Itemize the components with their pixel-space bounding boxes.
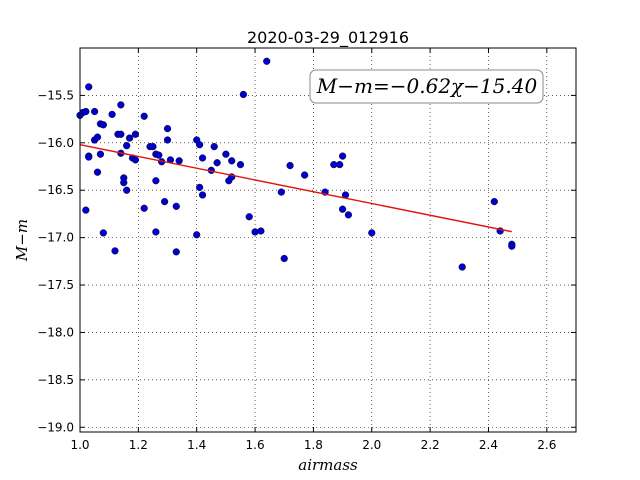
data-point: [131, 130, 140, 138]
data-point: [198, 191, 207, 199]
data-point: [175, 157, 183, 165]
x-axis-label: airmass: [298, 456, 358, 474]
data-point: [257, 227, 265, 235]
data-point: [239, 90, 247, 99]
x-tick-label: 2.4: [479, 438, 498, 452]
x-tick-label: 1.2: [129, 438, 148, 452]
y-axis-label: M−m: [13, 219, 31, 262]
data-point: [99, 121, 107, 129]
data-point: [277, 188, 285, 196]
data-point: [117, 101, 125, 109]
data-point: [93, 133, 102, 141]
data-point: [131, 156, 140, 164]
data-point: [228, 157, 236, 165]
data-point: [90, 107, 99, 116]
axis-ticks: 1.0 1.2 1.4 1.6 1.8 2.0 2.2 2.4 2.6 −15.5 −16.0 −16…: [37, 48, 576, 452]
data-point: [108, 110, 116, 118]
data-point: [111, 247, 119, 255]
data-point: [196, 183, 204, 191]
x-tick-label: 2.0: [362, 438, 381, 452]
y-tick-label: −15.5: [37, 88, 74, 102]
data-point: [149, 143, 157, 151]
data-point: [85, 83, 93, 91]
x-tick-label: 2.6: [537, 438, 556, 452]
data-point: [286, 161, 294, 170]
data-point: [490, 198, 498, 206]
data-point: [301, 171, 309, 179]
data-point: [280, 254, 288, 263]
data-point: [210, 143, 218, 151]
data-point: [140, 204, 148, 212]
data-point: [198, 154, 207, 162]
fit-annotation: M−m=−0.62χ−15.40: [309, 69, 544, 104]
x-tick-label: 1.8: [304, 438, 323, 452]
data-point: [82, 107, 90, 116]
data-point: [213, 159, 221, 167]
data-point: [338, 205, 347, 213]
data-point: [368, 229, 376, 237]
data-point: [155, 151, 163, 159]
y-tick-label: −16.5: [37, 183, 74, 197]
grid-lines: [80, 48, 576, 432]
data-point: [161, 198, 169, 206]
data-point: [263, 57, 271, 65]
data-point: [245, 213, 253, 221]
data-point: [120, 179, 128, 187]
data-point: [85, 153, 93, 161]
y-tick-label: −17.0: [37, 231, 74, 245]
data-marks: [76, 57, 516, 271]
chart-title: 2020-03-29_012916: [247, 28, 409, 48]
data-point: [508, 242, 516, 250]
data-point: [99, 229, 107, 237]
data-point: [196, 141, 204, 149]
data-point: [123, 142, 131, 150]
fit-equation: M−m=−0.62χ−15.40: [316, 74, 538, 98]
data-point: [193, 231, 201, 239]
data-point: [172, 202, 180, 210]
data-point: [140, 112, 148, 120]
data-point: [458, 263, 466, 271]
data-point: [117, 130, 125, 138]
y-tick-label: −17.5: [37, 278, 74, 292]
x-tick-label: 1.4: [187, 438, 206, 452]
x-tick-label: 1.0: [70, 438, 89, 452]
data-point: [336, 161, 344, 169]
data-point: [222, 150, 230, 158]
data-point: [344, 211, 353, 219]
data-point: [82, 206, 90, 214]
y-tick-label: −16.0: [37, 136, 74, 150]
y-tick-label: −19.0: [37, 420, 74, 434]
data-point: [123, 186, 131, 194]
annotation-box: [309, 69, 544, 104]
plot-frame: [79, 47, 577, 433]
data-point: [152, 228, 160, 236]
data-point: [163, 136, 172, 144]
data-point: [126, 134, 134, 142]
data-point: [93, 168, 102, 176]
x-tick-label: 1.6: [246, 438, 265, 452]
y-tick-label: −18.0: [37, 325, 74, 339]
data-point: [236, 161, 245, 169]
data-point: [338, 152, 347, 160]
x-tick-label: 2.2: [421, 438, 440, 452]
y-tick-label: −18.5: [37, 373, 74, 387]
data-point: [152, 177, 160, 185]
fit-line: [79, 144, 512, 233]
data-point: [163, 124, 172, 133]
data-point: [172, 248, 180, 256]
data-point: [96, 150, 105, 158]
